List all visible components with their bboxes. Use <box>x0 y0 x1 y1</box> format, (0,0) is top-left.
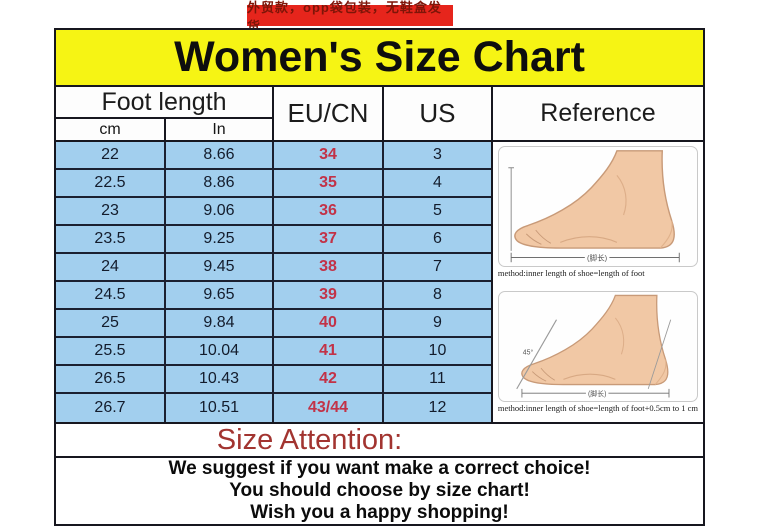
cell-cm: 22 <box>56 142 166 168</box>
size-attention-heading: Size Attention: <box>216 423 403 456</box>
foot-measure-illustration-1: (脚长) <box>508 150 680 262</box>
cell-us: 7 <box>433 258 442 275</box>
cell-us: 8 <box>433 286 442 303</box>
cell-cm: 25 <box>56 310 166 336</box>
cell-in: 9.65 <box>166 282 274 308</box>
cell-us: 9 <box>433 314 442 331</box>
table-row: 26.7 10.51 43/44 12 <box>56 394 491 422</box>
size-chart-sheet: Women's Size Chart Foot length cm In EU/… <box>54 28 705 526</box>
reference-figure-1: (脚长) method:inner length of shoe=length … <box>493 142 703 287</box>
table-row: 23.5 9.25 37 6 <box>56 226 491 254</box>
cell-in: 9.06 <box>166 198 274 224</box>
header-foot-length: Foot length <box>56 87 272 119</box>
cell-cm: 23 <box>56 198 166 224</box>
cell-eu-cn: 35 <box>274 170 384 196</box>
cell-cm: 24 <box>56 254 166 280</box>
foot-measure-photo-1: (脚长) <box>497 146 698 267</box>
size-table-columns: Foot length cm In EU/CN US 22 8.66 34 3 <box>56 87 491 422</box>
cell-in: 9.84 <box>166 310 274 336</box>
header-reference: Reference <box>492 87 703 142</box>
top-banner: 外贸款，opp袋包装，无鞋盒发货 <box>247 0 453 34</box>
cell-in: 8.66 <box>166 142 274 168</box>
cell-in: 9.45 <box>166 254 274 280</box>
table-row: 22 8.66 34 3 <box>56 142 491 170</box>
angle-label: 45° <box>523 348 534 356</box>
cell-cm: 25.5 <box>56 338 166 364</box>
footer-line: We suggest if you want make a correct ch… <box>168 457 591 479</box>
cell-in: 8.86 <box>166 170 274 196</box>
table-row: 22.5 8.86 35 4 <box>56 170 491 198</box>
table-header: Foot length cm In EU/CN US <box>56 87 491 142</box>
dimension-label-2: (脚长) <box>588 389 606 398</box>
reference-column: Reference (脚长) <box>490 87 703 422</box>
cell-eu-cn: 40 <box>274 310 384 336</box>
header-eu-cn: EU/CN <box>274 87 384 140</box>
cell-eu-cn: 37 <box>274 226 384 252</box>
foot-measure-photo-2: 45° (脚长) <box>497 291 698 402</box>
cell-us: 4 <box>433 174 442 191</box>
cell-in: 9.25 <box>166 226 274 252</box>
cell-eu-cn: 39 <box>274 282 384 308</box>
cell-us: 5 <box>433 202 442 219</box>
reference-caption-2: method:inner length of shoe=length of fo… <box>497 403 698 413</box>
cell-cm: 26.7 <box>56 394 166 422</box>
cell-us: 11 <box>429 370 446 387</box>
cell-eu-cn: 38 <box>274 254 384 280</box>
table-row: 25 9.84 40 9 <box>56 310 491 338</box>
cell-cm: 24.5 <box>56 282 166 308</box>
cell-eu-cn: 36 <box>274 198 384 224</box>
size-attention-band: Size Attention: <box>56 422 703 458</box>
cell-us: 12 <box>428 399 447 416</box>
reference-figure-2: 45° (脚长) method:inner length of shoe=len… <box>493 287 703 422</box>
cell-cm: 26.5 <box>56 366 166 392</box>
reference-caption-1: method:inner length of shoe=length of fo… <box>497 268 645 278</box>
cell-us: 10 <box>428 342 447 359</box>
cell-us: 6 <box>433 230 442 247</box>
header-cm: cm <box>56 119 166 140</box>
cell-eu-cn: 34 <box>274 142 384 168</box>
table-row: 24 9.45 38 7 <box>56 254 491 282</box>
cell-eu-cn: 41 <box>274 338 384 364</box>
title-band: Women's Size Chart <box>56 30 703 87</box>
header-us: US <box>419 98 456 128</box>
cell-eu-cn: 42 <box>274 366 384 392</box>
footer-line: Wish you a happy shopping! <box>250 501 509 523</box>
cell-in: 10.04 <box>166 338 274 364</box>
footer-line: You should choose by size chart! <box>229 479 530 501</box>
cell-cm: 22.5 <box>56 170 166 196</box>
cell-us: 3 <box>433 146 442 163</box>
cell-in: 10.43 <box>166 366 274 392</box>
page-title: Women's Size Chart <box>174 33 585 81</box>
table-row: 24.5 9.65 39 8 <box>56 282 491 310</box>
cell-in: 10.51 <box>166 394 274 422</box>
cell-cm: 23.5 <box>56 226 166 252</box>
footer-advice: We suggest if you want make a correct ch… <box>56 458 703 523</box>
table-row: 25.5 10.04 41 10 <box>56 338 491 366</box>
foot-measure-illustration-2: 45° (脚长) <box>516 294 672 398</box>
table-row: 26.5 10.43 42 11 <box>56 366 491 394</box>
size-table: Foot length cm In EU/CN US 22 8.66 34 3 <box>56 87 703 422</box>
cell-eu-cn: 43/44 <box>274 394 384 422</box>
header-foot-length-group: Foot length cm In <box>56 87 274 140</box>
dimension-label-1: (脚长) <box>587 252 608 262</box>
header-units-row: cm In <box>56 119 272 140</box>
table-row: 23 9.06 36 5 <box>56 198 491 226</box>
header-in: In <box>212 120 226 138</box>
